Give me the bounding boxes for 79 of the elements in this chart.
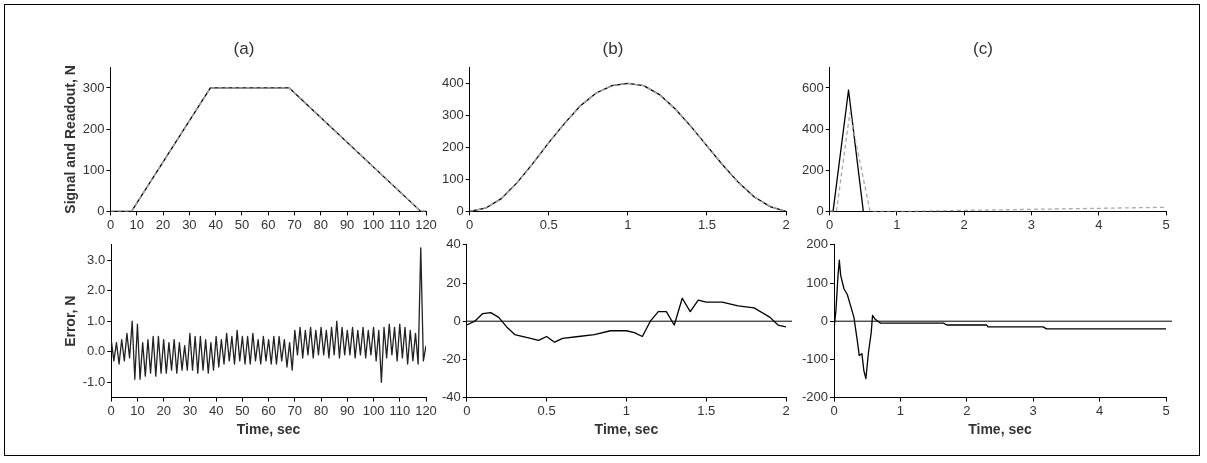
x-axis-title: Time, sec: [968, 421, 1032, 438]
x-axis-title: Time, sec: [236, 421, 301, 438]
y-tick-label: 400: [801, 120, 824, 136]
y-tick-label: 40: [446, 236, 461, 252]
y-tick-label: -100: [801, 350, 829, 366]
x-tick-label: 1: [624, 216, 632, 232]
x-tick-label: 110: [389, 216, 411, 232]
x-tick-label: 2: [782, 216, 790, 232]
x-tick-label: 40: [208, 216, 223, 232]
x-tick-label: 20: [156, 402, 171, 418]
x-tick-label: 90: [339, 216, 355, 232]
x-tick-label: 10: [129, 216, 145, 232]
y-tick-label: 300: [82, 79, 105, 95]
x-tick-label: 4: [1095, 402, 1104, 418]
x-tick-label: 20: [155, 216, 171, 232]
y-tick-label: -200: [801, 389, 829, 405]
x-tick-label: 60: [261, 216, 276, 232]
x-tick-label: 120: [415, 402, 437, 418]
x-tick-label: 2: [963, 402, 971, 418]
x-tick-label: 30: [182, 216, 197, 232]
y-tick-label: 200: [806, 236, 829, 252]
x-tick-label: 100: [362, 402, 385, 418]
x-tick-label: 2: [782, 402, 790, 418]
x-tick-label: 0: [466, 216, 474, 232]
x-tick-label: 1: [893, 216, 901, 232]
y-tick-label: 0: [456, 202, 464, 218]
x-tick-label: 50: [235, 402, 250, 418]
x-tick-label: 2: [960, 216, 968, 232]
x-tick-label: 3: [1029, 402, 1037, 418]
x-tick-label: 80: [313, 216, 329, 232]
y-tick-label: 0: [816, 202, 824, 218]
x-tick-label: 120: [415, 216, 437, 232]
y-tick-label: 200: [441, 138, 464, 154]
y-tick-label: 300: [441, 106, 464, 122]
chart-title: (b): [602, 38, 624, 58]
x-tick-label: 60: [261, 402, 276, 418]
y-tick-label: 100: [441, 170, 464, 186]
x-tick-label: 3: [1027, 216, 1036, 232]
y-tick-label: -20: [441, 350, 461, 366]
y-tick-label: 0: [97, 202, 105, 218]
x-tick-label: 50: [234, 216, 250, 232]
x-tick-label: 100: [362, 216, 385, 232]
y-tick-label: 20: [446, 274, 461, 290]
y-tick-label: 0.0: [87, 343, 106, 359]
chart-title: (a): [233, 38, 255, 58]
x-tick-label: 4: [1095, 216, 1103, 232]
y-tick-label: 400: [441, 74, 464, 90]
chart-title: (c): [973, 38, 993, 58]
y-tick-label: 200: [801, 161, 824, 177]
x-axis-title: Time, sec: [594, 421, 659, 438]
x-tick-label: 5: [1162, 216, 1170, 232]
x-tick-label: 70: [287, 402, 303, 418]
x-tick-label: 30: [182, 402, 198, 418]
y-tick-label: 100: [82, 161, 105, 177]
x-tick-label: 0.5: [537, 402, 556, 418]
x-tick-label: 1: [896, 402, 905, 418]
y-tick-label: 0: [820, 312, 829, 328]
y-tick-label: 200: [82, 120, 105, 136]
x-tick-label: 40: [208, 402, 224, 418]
y-axis-title: Signal and Readout, N: [62, 65, 79, 214]
x-tick-label: 5: [1162, 402, 1170, 418]
y-tick-label: 1.0: [87, 312, 106, 328]
x-tick-label: 1.5: [697, 402, 716, 418]
y-axis-title: Error, N: [62, 295, 79, 347]
y-tick-label: 600: [801, 79, 824, 95]
y-tick-label: -40: [441, 389, 461, 405]
x-tick-label: 70: [287, 216, 302, 232]
x-tick-label: 110: [389, 402, 411, 418]
x-tick-label: 10: [130, 402, 145, 418]
x-tick-label: 1: [622, 402, 631, 418]
y-tick-label: 0: [453, 312, 461, 328]
y-tick-label: -1.0: [82, 373, 106, 389]
x-tick-label: 1.5: [697, 216, 716, 232]
y-tick-label: 3.0: [87, 251, 106, 267]
x-tick-label: 0.5: [539, 216, 558, 232]
y-tick-label: 2.0: [87, 282, 106, 298]
x-tick-label: 90: [340, 402, 355, 418]
x-tick-label: 80: [313, 402, 329, 418]
y-tick-label: 100: [806, 274, 829, 290]
